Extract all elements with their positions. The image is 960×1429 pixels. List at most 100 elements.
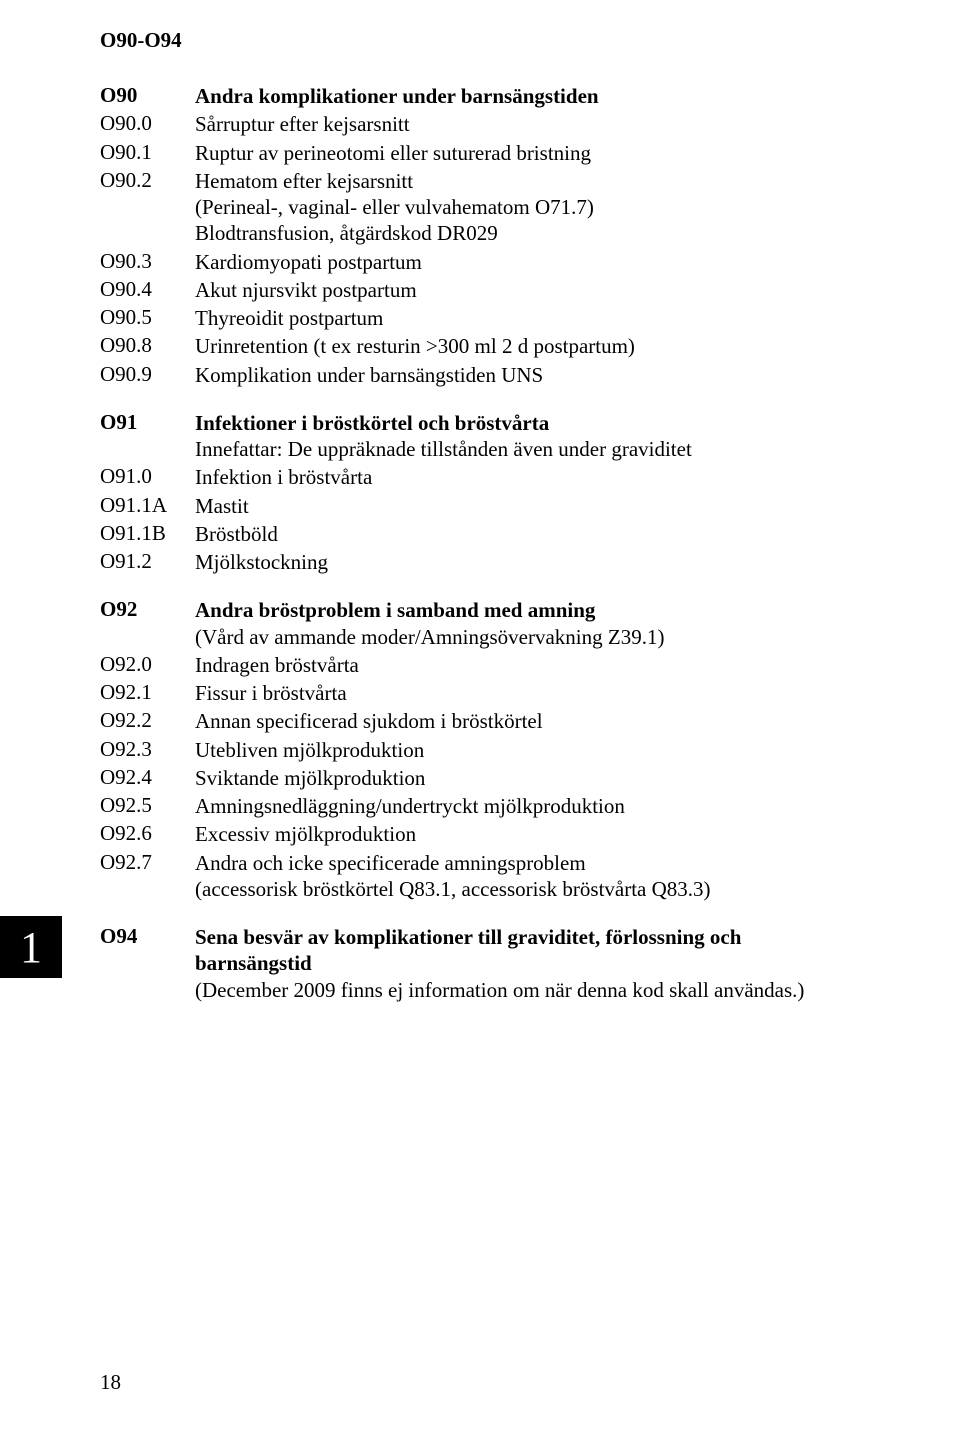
entry-line: Fissur i bröstvårta [195,680,860,706]
entry-description: Bröstböld [195,521,860,547]
entry-code: O91.1B [100,521,195,546]
entry-description: Andra komplikationer under barnsängstide… [195,83,860,109]
entry-code: O94 [100,924,195,949]
entry-description: Infektioner i bröstkörtel och bröstvårta… [195,410,860,463]
entry-code: O90.8 [100,333,195,358]
code-entry: O91.2Mjölkstockning [100,549,860,575]
entry-line: Andra komplikationer under barnsängstide… [195,83,860,109]
entry-description: Kardiomyopati postpartum [195,249,860,275]
code-entry: O91.0Infektion i bröstvårta [100,464,860,490]
page-header: O90-O94 [100,28,860,53]
code-entry: O90.8Urinretention (t ex resturin >300 m… [100,333,860,359]
entry-code: O92.4 [100,765,195,790]
code-entry: O92.0Indragen bröstvårta [100,652,860,678]
entry-code: O92 [100,597,195,622]
code-entry: O90.1Ruptur av perineotomi eller suturer… [100,140,860,166]
entry-code: O92.2 [100,708,195,733]
entry-code: O90.1 [100,140,195,165]
entry-description: Sviktande mjölkproduktion [195,765,860,791]
entry-line: Sårruptur efter kejsarsnitt [195,111,860,137]
entry-line: Akut njursvikt postpartum [195,277,860,303]
entry-description: Excessiv mjölkproduktion [195,821,860,847]
code-entry: O90.9Komplikation under barnsängstiden U… [100,362,860,388]
document-page: O90-O94 O90Andra komplikationer under ba… [0,0,960,1429]
code-entry: O91.1AMastit [100,493,860,519]
entry-line: (accessorisk bröstkörtel Q83.1, accessor… [195,876,860,902]
code-entry: O90.4Akut njursvikt postpartum [100,277,860,303]
entry-description: Thyreoidit postpartum [195,305,860,331]
entry-description: Mjölkstockning [195,549,860,575]
code-entry: O92.4Sviktande mjölkproduktion [100,765,860,791]
code-entry: O92.3Utebliven mjölkproduktion [100,737,860,763]
entry-line: Komplikation under barnsängstiden UNS [195,362,860,388]
entry-line: Indragen bröstvårta [195,652,860,678]
entry-description: Andra och icke specificerade amningsprob… [195,850,860,903]
entry-code: O92.1 [100,680,195,705]
entry-code: O90.9 [100,362,195,387]
entry-code: O91 [100,410,195,435]
code-entry: O90.2Hematom efter kejsarsnitt(Perineal-… [100,168,860,247]
entry-line: Andra bröstproblem i samband med amning [195,597,860,623]
entry-line: Infektion i bröstvårta [195,464,860,490]
entry-line: Infektioner i bröstkörtel och bröstvårta [195,410,860,436]
code-entry: O90.3Kardiomyopati postpartum [100,249,860,275]
entry-code: O92.6 [100,821,195,846]
entry-line: Mjölkstockning [195,549,860,575]
entry-line: (Vård av ammande moder/Amningsövervaknin… [195,624,860,650]
entry-line: Urinretention (t ex resturin >300 ml 2 d… [195,333,860,359]
entry-description: Andra bröstproblem i samband med amning(… [195,597,860,650]
entry-description: Fissur i bröstvårta [195,680,860,706]
code-entry: O90.0Sårruptur efter kejsarsnitt [100,111,860,137]
code-entry: O91Infektioner i bröstkörtel och bröstvå… [100,410,860,463]
entry-description: Infektion i bröstvårta [195,464,860,490]
code-entry: O92.2Annan specificerad sjukdom i bröstk… [100,708,860,734]
code-entry: O90Andra komplikationer under barnsängst… [100,83,860,109]
entry-line: (Perineal-, vaginal- eller vulvahematom … [195,194,860,220]
entry-code: O91.1A [100,493,195,518]
entry-line: Mastit [195,493,860,519]
entry-description: Komplikation under barnsängstiden UNS [195,362,860,388]
code-entry: O92.5Amningsnedläggning/undertryckt mjöl… [100,793,860,819]
code-entry: O92.1Fissur i bröstvårta [100,680,860,706]
entry-line: Utebliven mjölkproduktion [195,737,860,763]
code-entry: O90.5Thyreoidit postpartum [100,305,860,331]
entry-code: O90.3 [100,249,195,274]
entry-code: O90.0 [100,111,195,136]
entry-line: (December 2009 finns ej information om n… [195,977,860,1003]
entry-line: Kardiomyopati postpartum [195,249,860,275]
section-tab: 1 [0,916,62,978]
entry-code: O90.4 [100,277,195,302]
code-entry: O92Andra bröstproblem i samband med amni… [100,597,860,650]
entry-line: Andra och icke specificerade amningsprob… [195,850,860,876]
entry-description: Sena besvär av komplikationer till gravi… [195,924,860,1003]
entry-description: Sårruptur efter kejsarsnitt [195,111,860,137]
entry-code: O92.0 [100,652,195,677]
entry-description: Ruptur av perineotomi eller suturerad br… [195,140,860,166]
entry-code: O90.5 [100,305,195,330]
entry-description: Urinretention (t ex resturin >300 ml 2 d… [195,333,860,359]
code-entry: O94Sena besvär av komplikationer till gr… [100,924,860,1003]
entry-code: O92.5 [100,793,195,818]
entry-code: O91.0 [100,464,195,489]
entry-line: Bröstböld [195,521,860,547]
entry-description: Indragen bröstvårta [195,652,860,678]
entry-code: O92.7 [100,850,195,875]
entry-line: Thyreoidit postpartum [195,305,860,331]
entry-line: Blodtransfusion, åtgärdskod DR029 [195,220,860,246]
entry-code: O91.2 [100,549,195,574]
page-number: 18 [100,1370,121,1395]
content-body: O90Andra komplikationer under barnsängst… [100,83,860,1003]
entry-description: Hematom efter kejsarsnitt(Perineal-, vag… [195,168,860,247]
entry-description: Mastit [195,493,860,519]
entry-line: Hematom efter kejsarsnitt [195,168,860,194]
entry-description: Akut njursvikt postpartum [195,277,860,303]
entry-line: Innefattar: De uppräknade tillstånden äv… [195,436,860,462]
entry-line: Sena besvär av komplikationer till gravi… [195,924,860,977]
entry-description: Utebliven mjölkproduktion [195,737,860,763]
entry-code: O90.2 [100,168,195,193]
entry-line: Ruptur av perineotomi eller suturerad br… [195,140,860,166]
entry-code: O92.3 [100,737,195,762]
code-entry: O91.1BBröstböld [100,521,860,547]
entry-line: Annan specificerad sjukdom i bröstkörtel [195,708,860,734]
entry-line: Sviktande mjölkproduktion [195,765,860,791]
